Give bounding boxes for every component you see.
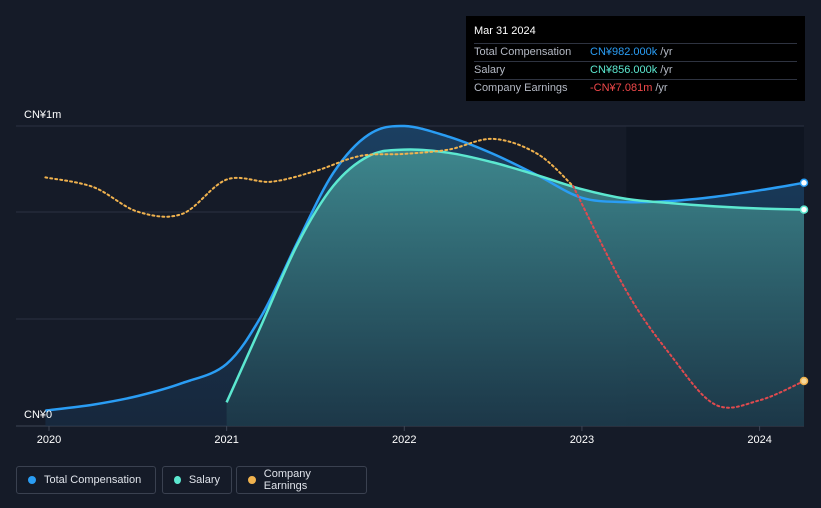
chart-axis-labels: CN¥1m CN¥0 2020 2021 2022 2023 2024 — [24, 109, 772, 446]
legend-label: Total Compensation — [44, 474, 142, 486]
x-tick-label: 2024 — [747, 434, 771, 446]
tooltip-value: CN¥856.000k — [590, 64, 658, 76]
x-tick-label: 2023 — [570, 434, 594, 446]
tooltip-row-salary: Salary CN¥856.000k /yr — [474, 61, 797, 79]
tooltip-panel: Mar 31 2024 Total Compensation CN¥982.00… — [466, 16, 805, 101]
total-compensation-line — [45, 124, 805, 412]
tooltip-value: -CN¥7.081m — [590, 82, 653, 94]
legend-label: Salary — [188, 474, 220, 486]
company-earnings-negative-line — [572, 185, 805, 409]
salary-area — [226, 149, 805, 426]
total-compensation-end-point — [799, 178, 809, 188]
y-tick-label: CN¥0 — [24, 409, 52, 421]
tooltip-label: Company Earnings — [474, 82, 568, 94]
tooltip-label: Total Compensation — [474, 46, 572, 58]
y-tick-label: CN¥1m — [24, 109, 61, 121]
salary-end-point — [799, 205, 809, 214]
tooltip-unit: /yr — [660, 64, 673, 76]
legend-item-company-earnings[interactable]: Company Earnings — [236, 466, 367, 494]
legend-dot-icon — [28, 476, 36, 484]
legend-item-salary[interactable]: Salary — [162, 466, 232, 494]
legend-item-total-compensation[interactable]: Total Compensation — [16, 466, 156, 494]
legend-label: Company Earnings — [263, 468, 311, 492]
tooltip-unit: /yr — [655, 82, 668, 94]
company-earnings-end-point — [799, 376, 809, 386]
salary-line — [225, 148, 805, 403]
x-tick-label: 2020 — [37, 434, 61, 446]
tooltip-date: Mar 31 2024 — [474, 25, 536, 37]
x-tick-label: 2022 — [392, 434, 416, 446]
chart-lines — [44, 124, 805, 412]
legend-dot-icon — [248, 476, 256, 484]
legend-dot-icon — [174, 476, 181, 484]
tooltip-row-company-earnings: Company Earnings -CN¥7.081m /yr — [474, 79, 797, 97]
x-tick-label: 2021 — [214, 434, 238, 446]
chart-end-markers — [799, 178, 809, 386]
tooltip-row-total-compensation: Total Compensation CN¥982.000k /yr — [474, 43, 797, 61]
tooltip-value: CN¥982.000k — [590, 46, 658, 58]
chart-areas — [45, 125, 805, 426]
tooltip-label: Salary — [474, 64, 506, 76]
company-earnings-line — [44, 137, 575, 218]
tooltip-unit: /yr — [660, 46, 673, 58]
